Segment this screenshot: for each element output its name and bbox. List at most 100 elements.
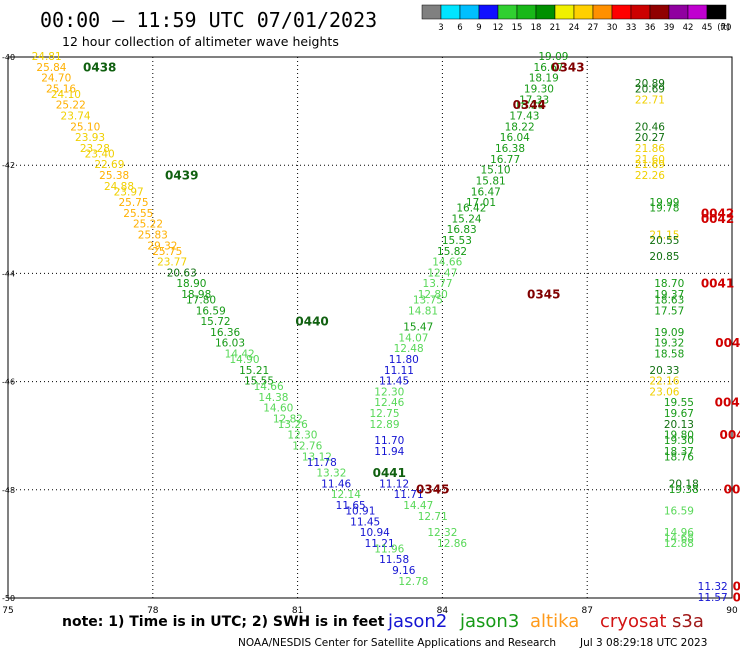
color-swatch xyxy=(706,4,727,20)
swh-point: 12.47 xyxy=(427,267,457,279)
swh-point: 25.84 xyxy=(36,62,66,74)
swh-point: 14.66 xyxy=(432,257,462,269)
swh-point: 22.69 xyxy=(94,159,124,171)
pass-time-label: 0 xyxy=(733,591,740,605)
swh-point: 15.21 xyxy=(239,365,269,377)
pass-time-label: 004 xyxy=(719,428,740,442)
swh-point: 24.10 xyxy=(51,89,81,101)
swh-point: 19.99 xyxy=(649,197,679,209)
swh-point: 15.53 xyxy=(442,235,472,247)
color-swatch xyxy=(554,4,575,20)
color-scale-label: 45 xyxy=(702,23,713,33)
swh-point: 12.48 xyxy=(394,343,424,355)
swh-point: 11.11 xyxy=(384,365,414,377)
swh-point: 23.77 xyxy=(157,257,187,269)
swh-point: 17.33 xyxy=(519,94,549,106)
gridlines xyxy=(8,57,732,598)
swh-point: 19.32 xyxy=(654,338,684,350)
swh-point: 17.01 xyxy=(466,197,496,209)
swh-point: 12.82 xyxy=(273,413,303,425)
swh-point: 16.47 xyxy=(471,186,501,198)
color-scale-label: 33 xyxy=(626,23,637,33)
color-scale-label: 24 xyxy=(569,23,580,33)
swh-point: 18.70 xyxy=(654,278,684,290)
color-swatch xyxy=(668,4,689,20)
swh-point: 18.90 xyxy=(176,278,206,290)
color-scale-bar: 3 6 9 12 15 18 21 24 27 30 33 36 39 42 45 70(ft) xyxy=(421,4,731,33)
swh-point: 12.88 xyxy=(664,538,694,550)
swh-point: 15.72 xyxy=(201,316,231,328)
y-tick-label: -50 xyxy=(2,594,15,603)
legend-s3a: s3a xyxy=(672,611,704,632)
footer-timestamp: Jul 3 08:29:18 UTC 2023 xyxy=(579,637,707,649)
swh-point: 18.63 xyxy=(654,294,684,306)
color-scale-label: 18 xyxy=(531,23,542,33)
swh-point: 16.38 xyxy=(495,143,525,155)
swh-point: 25.83 xyxy=(138,230,168,242)
x-tick-label: 84 xyxy=(437,606,449,616)
color-scale-label: 39 xyxy=(664,23,675,33)
swh-point: 25.38 xyxy=(99,170,129,182)
swh-point: 25.55 xyxy=(123,208,153,220)
swh-point: 18.98 xyxy=(181,289,211,301)
legend-jason2: jason2 xyxy=(387,611,447,632)
pass-time-label: 0 xyxy=(733,580,740,594)
swh-point: 18.76 xyxy=(664,451,694,463)
swh-point: 24.88 xyxy=(104,181,134,193)
pass-time-label: 0041 xyxy=(701,277,734,291)
color-swatch xyxy=(611,4,632,20)
swh-point: 20.27 xyxy=(635,132,665,144)
color-scale-label: 6 xyxy=(457,23,462,33)
swh-point: 16.36 xyxy=(210,327,240,339)
swh-point: 12.89 xyxy=(369,419,399,431)
color-scale-label: 3 xyxy=(438,23,443,33)
swh-point: 12.30 xyxy=(287,430,317,442)
color-scale-label: 30 xyxy=(607,23,618,33)
pass-time-label: 0441 xyxy=(373,466,406,480)
plot-border xyxy=(7,56,733,599)
swh-point: 15.81 xyxy=(476,175,506,187)
swh-point: 24.70 xyxy=(41,73,71,85)
swh-point: 19.09 xyxy=(654,327,684,339)
swh-point: 16.04 xyxy=(500,132,530,144)
x-tick-label: 90 xyxy=(726,606,738,616)
swh-point: 14.47 xyxy=(403,500,433,512)
swh-point: 20.33 xyxy=(649,365,679,377)
swh-point: 21.60 xyxy=(635,154,665,166)
color-scale-label: 42 xyxy=(683,23,694,33)
pass-time-label: 00 xyxy=(724,482,740,496)
color-scale-label: 15 xyxy=(512,23,523,33)
color-scale-label: 36 xyxy=(645,23,656,33)
color-scale-label: 21 xyxy=(550,23,561,33)
pass-time-label: 0345 xyxy=(527,288,560,302)
color-swatch xyxy=(535,4,556,20)
swh-point: 20.69 xyxy=(635,83,665,95)
swh-point: 20.89 xyxy=(635,78,665,90)
swh-point: 19.78 xyxy=(649,202,679,214)
pass-time-label: 004 xyxy=(715,396,740,410)
pass-time-label: 0345 xyxy=(416,482,449,496)
swh-point: 14.60 xyxy=(263,403,293,415)
swh-point: 13.32 xyxy=(316,468,346,480)
swh-point: 11.94 xyxy=(374,446,404,458)
swh-point: 13.77 xyxy=(423,278,453,290)
swh-point: 14.81 xyxy=(408,305,438,317)
swh-point: 16.42 xyxy=(456,202,486,214)
color-swatch xyxy=(459,4,480,20)
swh-point: 15.10 xyxy=(480,165,510,177)
color-swatch xyxy=(478,4,499,20)
color-scale-label: 12 xyxy=(493,23,504,33)
x-tick-label: 75 xyxy=(2,606,13,616)
swh-point: 16.77 xyxy=(490,154,520,166)
swh-point: 12.76 xyxy=(292,441,322,453)
color-swatch xyxy=(687,4,708,20)
swh-point: 19.55 xyxy=(664,397,694,409)
swh-point: 11.58 xyxy=(379,554,409,566)
swh-point: 21.15 xyxy=(649,230,679,242)
swh-point: 19.30 xyxy=(524,83,554,95)
swh-point: 25.75 xyxy=(152,246,182,258)
swh-point: 23.06 xyxy=(649,386,679,398)
wave-height-points: 24.8125.8424.7025.1624.1025.2223.7425.10… xyxy=(32,51,728,604)
swh-point: 12.30 xyxy=(374,386,404,398)
swh-point: 18.22 xyxy=(505,121,535,133)
